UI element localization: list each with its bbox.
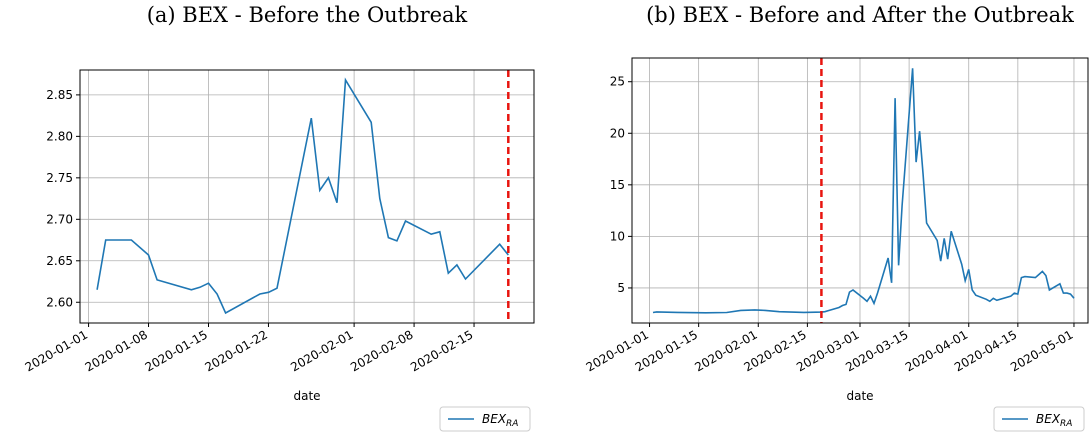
x-axis-label: date [293, 389, 320, 403]
legend-label: BEXRA [482, 412, 518, 429]
x-tick-label: 2020-01-22 [203, 327, 270, 374]
y-tick-label: 2.85 [46, 88, 73, 102]
y-tick-label: 25 [610, 75, 625, 89]
y-tick-label: 20 [610, 126, 625, 140]
legend-subscript: RA [1060, 419, 1072, 429]
x-tick-label: 2020-01-01 [23, 327, 90, 374]
y-tick-label: 2.80 [46, 129, 73, 143]
legend-box [439, 406, 531, 432]
x-tick-label: 2020-02-01 [288, 327, 355, 374]
x-tick-label: 2020-02-08 [348, 327, 415, 374]
x-tick-label: 2020-01-08 [83, 327, 150, 374]
data-line [652, 68, 1075, 314]
y-tick-label: 2.70 [46, 212, 73, 226]
x-tick-label: 2020-01-15 [143, 327, 210, 374]
y-tick-label: 10 [610, 229, 625, 243]
legend-name: BEX [482, 412, 507, 426]
x-axis-label: date [846, 389, 873, 403]
x-tick-label: 2020-05-01 [1008, 327, 1075, 374]
chart-title: (b) BEX - Before and After the Outbreak [646, 3, 1074, 27]
legend-name: BEX [1036, 412, 1061, 426]
y-tick-label: 2.75 [46, 171, 73, 185]
legend-box [993, 406, 1085, 432]
plot-frame [79, 69, 535, 324]
y-tick-label: 2.60 [46, 295, 73, 309]
legend-label: BEXRA [1036, 412, 1072, 429]
y-tick-label: 15 [610, 178, 625, 192]
data-line [96, 77, 509, 315]
plot-frame [631, 57, 1089, 324]
y-tick-label: 2.65 [46, 254, 73, 268]
legend-subscript: RA [506, 419, 518, 429]
chart-title: (a) BEX - Before the Outbreak [147, 3, 468, 27]
x-tick-label: 2020-02-15 [408, 327, 475, 374]
y-tick-label: 5 [617, 281, 625, 295]
